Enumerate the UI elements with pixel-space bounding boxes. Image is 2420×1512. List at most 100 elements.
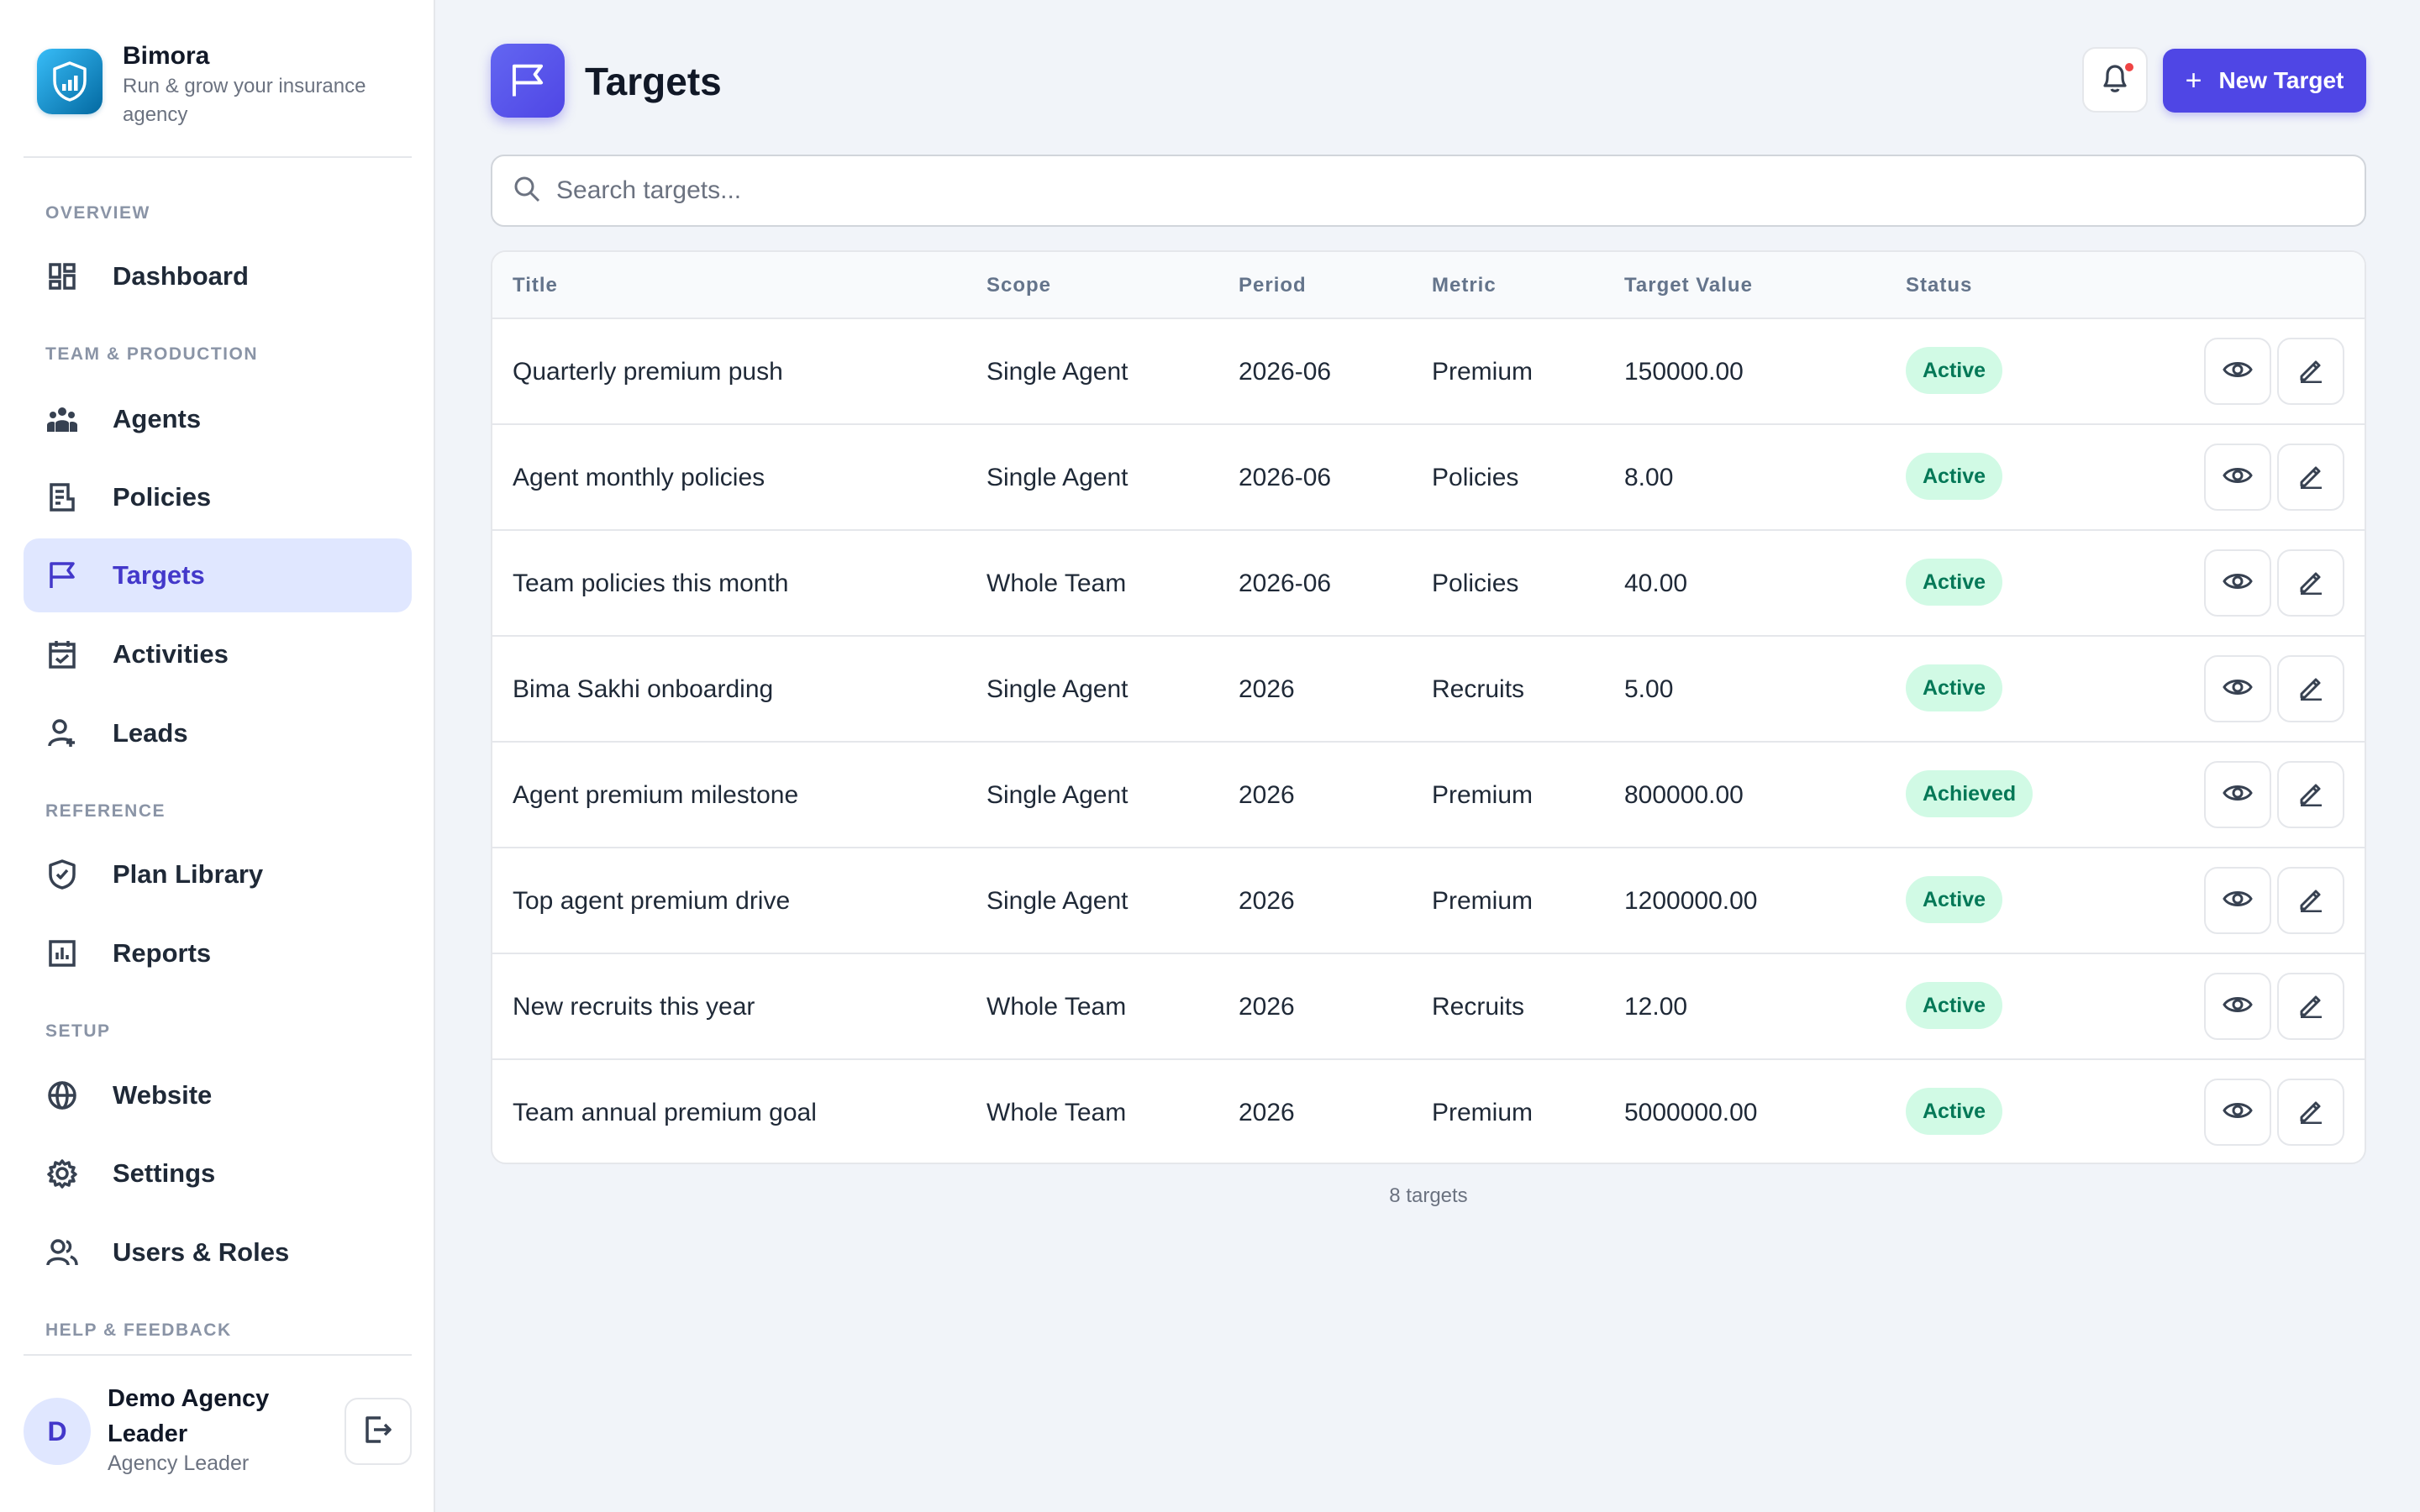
sidebar: Bimora Run & grow your insurance agency … [0, 0, 435, 1512]
sidebar-item-policies[interactable]: Policies [24, 460, 412, 534]
eye-icon [2223, 993, 2253, 1021]
table-row: Bima Sakhi onboarding Single Agent 2026 Rec… [492, 637, 2365, 743]
sidebar-item-label: Agents [113, 404, 202, 433]
sidebar-item-plan-library[interactable]: Plan Library [24, 837, 412, 911]
eye-icon [2223, 675, 2253, 703]
divider [24, 156, 412, 158]
logout-icon [364, 1415, 392, 1448]
edit-button[interactable] [2277, 1079, 2344, 1146]
avatar: D [24, 1398, 91, 1465]
user-plus-icon [45, 717, 79, 750]
sidebar-item-label: Activities [113, 639, 229, 669]
notification-dot [2123, 60, 2136, 74]
sidebar-item-users-roles[interactable]: Users & Roles [24, 1215, 412, 1289]
edit-button[interactable] [2277, 549, 2344, 617]
search-input[interactable] [556, 176, 2321, 205]
column-header-target-value: Target Value [1624, 274, 1753, 297]
sidebar-item-agents[interactable]: Agents [24, 382, 412, 456]
cell-scope: Single Agent [986, 464, 1128, 491]
bar-chart-icon [45, 937, 79, 970]
status-badge: Active [1906, 876, 2003, 923]
cell-scope: Whole Team [986, 570, 1127, 597]
user-role: Agency Leader [108, 1452, 250, 1475]
new-target-label: New Target [2218, 67, 2344, 93]
cell-period: 2026 [1239, 887, 1295, 915]
view-button[interactable] [2204, 655, 2271, 722]
cell-period: 2026-06 [1239, 464, 1332, 491]
section-label-team-production: Team & Production [45, 344, 258, 364]
status-badge: Active [1906, 347, 2003, 394]
view-button[interactable] [2204, 761, 2271, 828]
edit-button[interactable] [2277, 444, 2344, 511]
eye-icon [2223, 1099, 2253, 1126]
cell-scope: Whole Team [986, 993, 1127, 1021]
edit-button[interactable] [2277, 655, 2344, 722]
search-box [491, 155, 2366, 227]
pencil-icon [2297, 780, 2324, 811]
cell-title: Team policies this month [513, 570, 789, 597]
view-button[interactable] [2204, 444, 2271, 511]
sidebar-item-activities[interactable]: Activities [24, 617, 412, 691]
targets-table: Title Scope Period Metric Target Value S… [491, 250, 2366, 1164]
brand-name: Bimora [123, 42, 210, 70]
dashboard-icon [45, 260, 79, 293]
status-badge: Achieved [1906, 770, 2033, 817]
view-button[interactable] [2204, 549, 2271, 617]
logout-button[interactable] [345, 1398, 412, 1465]
eye-icon [2223, 887, 2253, 915]
column-header-metric: Metric [1432, 274, 1497, 297]
table-footer-count: 8 targets [1389, 1184, 1468, 1207]
sidebar-item-website[interactable]: Website [24, 1058, 412, 1132]
cell-metric: Recruits [1432, 675, 1525, 703]
new-target-button[interactable]: + New Target [2163, 49, 2366, 113]
bell-icon [2100, 62, 2130, 98]
cell-target-value: 150000.00 [1624, 358, 1744, 386]
edit-button[interactable] [2277, 973, 2344, 1040]
table-row: Agent premium milestone Single Agent 2026 P… [492, 743, 2365, 848]
status-badge: Active [1906, 664, 2003, 711]
edit-button[interactable] [2277, 867, 2344, 934]
sidebar-item-leads[interactable]: Leads [24, 696, 412, 770]
calendar-check-icon [45, 638, 79, 671]
sidebar-item-label: Users & Roles [113, 1237, 290, 1267]
column-header-title: Title [513, 274, 558, 297]
notifications-button[interactable] [2082, 47, 2148, 113]
cell-target-value: 12.00 [1624, 993, 1688, 1021]
pencil-icon [2297, 462, 2324, 493]
section-label-reference: Reference [45, 801, 166, 821]
edit-button[interactable] [2277, 338, 2344, 405]
view-button[interactable] [2204, 867, 2271, 934]
cell-period: 2026-06 [1239, 358, 1332, 386]
section-label-overview: Overview [45, 203, 150, 223]
cell-title: Team annual premium goal [513, 1099, 817, 1126]
sidebar-item-label: Targets [113, 560, 205, 590]
view-button[interactable] [2204, 973, 2271, 1040]
sidebar-item-targets[interactable]: Targets [24, 538, 412, 612]
pencil-icon [2297, 674, 2324, 705]
sidebar-item-dashboard[interactable]: Dashboard [24, 239, 412, 313]
section-label-setup: Setup [45, 1021, 111, 1041]
cell-metric: Policies [1432, 570, 1519, 597]
view-button[interactable] [2204, 1079, 2271, 1146]
table-row: New recruits this year Whole Team 2026 Recr… [492, 954, 2365, 1060]
section-label-help-feedback: Help & Feedback [45, 1320, 232, 1340]
sidebar-item-settings[interactable]: Settings [24, 1137, 412, 1210]
table-row: Agent monthly policies Single Agent 2026-0… [492, 425, 2365, 531]
view-button[interactable] [2204, 338, 2271, 405]
edit-button[interactable] [2277, 761, 2344, 828]
pencil-icon [2297, 991, 2324, 1022]
cell-title: Agent premium milestone [513, 781, 799, 809]
cell-period: 2026-06 [1239, 570, 1332, 597]
eye-icon [2223, 358, 2253, 386]
cell-scope: Single Agent [986, 781, 1128, 809]
cell-target-value: 1200000.00 [1624, 887, 1758, 915]
globe-icon [45, 1079, 79, 1112]
divider [24, 1354, 412, 1356]
cell-period: 2026 [1239, 993, 1295, 1021]
cell-title: Quarterly premium push [513, 358, 783, 386]
shield-check-icon [45, 858, 79, 891]
sidebar-item-label: Plan Library [113, 859, 264, 889]
gear-icon [45, 1157, 79, 1190]
cell-period: 2026 [1239, 1099, 1295, 1126]
sidebar-item-reports[interactable]: Reports [24, 916, 412, 990]
